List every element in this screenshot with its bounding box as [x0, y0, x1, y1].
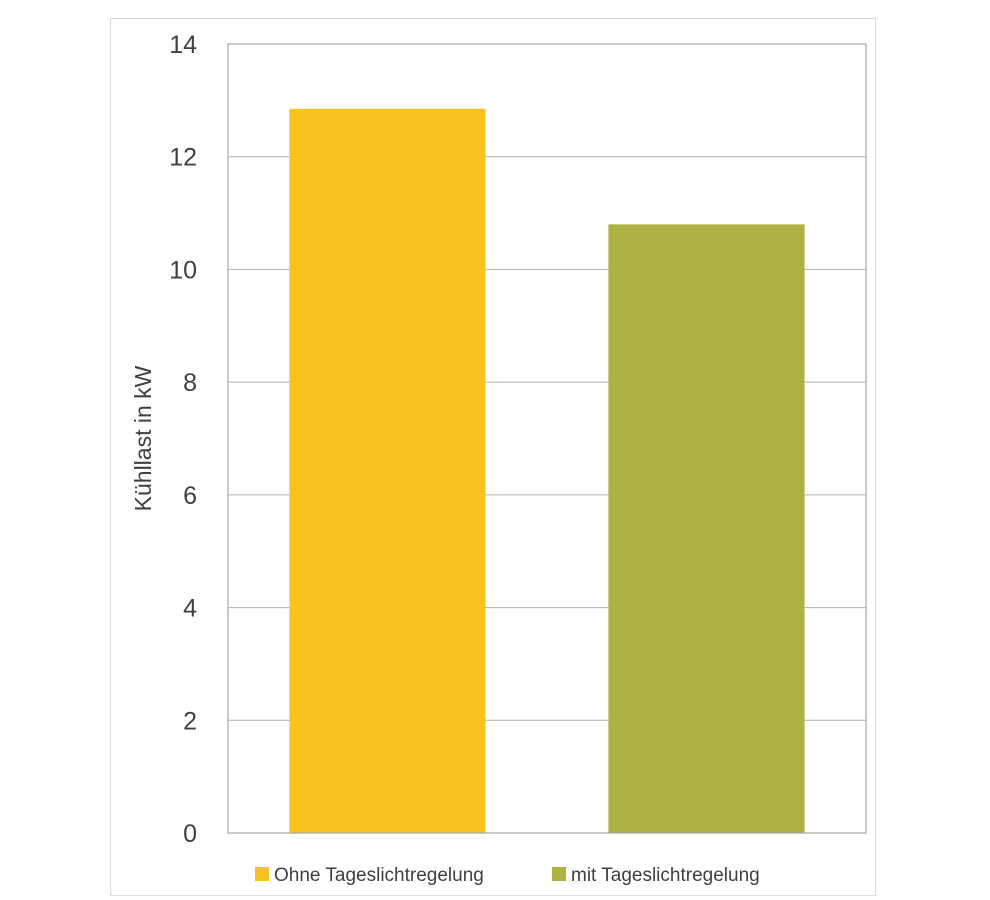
legend: Ohne Tageslichtregelung mit Tageslichtreg… — [255, 865, 760, 886]
legend-swatch-1 — [255, 867, 269, 881]
y-tick-label: 6 — [183, 482, 197, 510]
y-tick-label: 14 — [169, 31, 197, 59]
bars — [289, 108, 805, 834]
legend-label-2: mit Tageslichtregelung — [571, 865, 760, 886]
y-tick-label: 4 — [183, 595, 197, 623]
y-axis-title: Kühllast in kW — [130, 365, 156, 511]
y-tick-label: 2 — [183, 707, 197, 735]
legend-label-1: Ohne Tageslichtregelung — [274, 865, 484, 886]
y-tick-label: 12 — [169, 144, 197, 172]
y-tick-label: 8 — [183, 369, 197, 397]
bar-1 — [289, 108, 486, 833]
plot-area-border — [227, 43, 867, 834]
bar-2 — [608, 224, 805, 834]
y-tick-labels: 0 2 4 6 8 10 12 14 — [169, 31, 197, 848]
y-tick-label: 10 — [169, 256, 197, 284]
legend-swatch-2 — [552, 867, 566, 881]
y-tick-label: 0 — [183, 820, 197, 848]
